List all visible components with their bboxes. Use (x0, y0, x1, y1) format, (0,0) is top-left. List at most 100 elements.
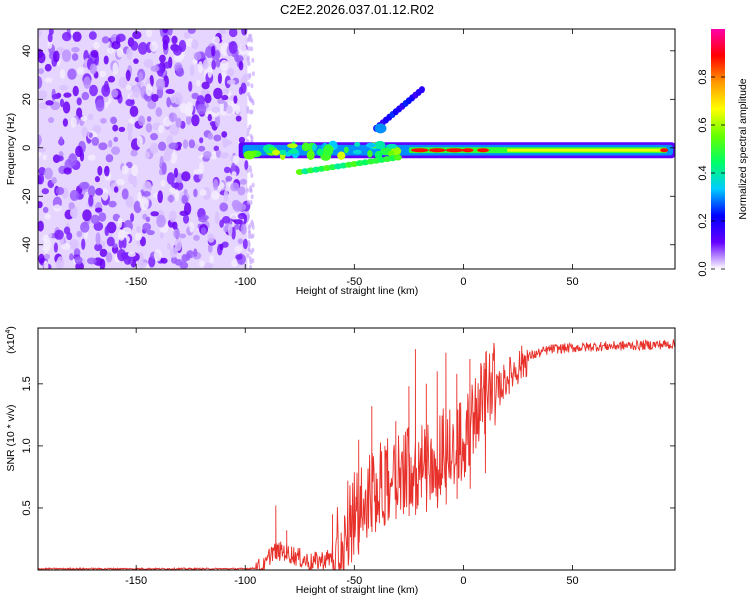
noise-blob (211, 106, 221, 113)
noise-blob (227, 67, 235, 77)
noise-blob (197, 61, 203, 74)
noise-blob (247, 91, 251, 97)
noise-blob (207, 113, 213, 122)
noise-blob (165, 88, 175, 95)
noise-blob (159, 54, 166, 63)
noise-blob (179, 233, 187, 239)
noise-blob (173, 167, 179, 178)
noise-blob (162, 29, 169, 34)
noise-blob (222, 139, 233, 146)
noise-blob (246, 131, 250, 137)
noise-blob (87, 154, 96, 161)
noise-blob (158, 141, 167, 152)
noise-blob (47, 232, 53, 239)
noise-blob (72, 31, 82, 42)
noise-blob (169, 247, 178, 258)
noise-blob (117, 249, 127, 262)
noise-blob (132, 175, 138, 189)
noise-blob (150, 133, 159, 141)
noise-blob (187, 29, 196, 34)
noise-blob (174, 259, 183, 266)
noise-blob (98, 212, 107, 222)
noise-blob (42, 154, 47, 161)
noise-blob (251, 71, 255, 77)
spectrogram-x-ticks: -150 -100 -50 0 50 (125, 29, 579, 288)
noise-blob (138, 42, 148, 55)
noise-blob (153, 249, 162, 262)
chart-title: C2E2.2026.037.01.12.R02 (280, 2, 434, 17)
noise-blob (51, 177, 57, 184)
noise-blob (197, 145, 206, 152)
colorbar-tick-label: 0.2 (697, 213, 709, 228)
noise-blob (87, 185, 96, 198)
noise-blob (38, 146, 47, 153)
noise-blob (248, 165, 252, 171)
noise-blob (41, 188, 50, 195)
noise-blob (83, 76, 91, 89)
noise-blob (209, 120, 215, 127)
snr-y-ticks: 0.5 1.0 1.5 (21, 376, 675, 516)
noise-blob (62, 118, 69, 127)
noise-blob (38, 201, 43, 209)
spectrogram-plot: -150 -100 -50 0 50 -40 -20 0 20 40 Height of str… (5, 28, 676, 297)
band-blob (323, 144, 334, 157)
noise-blob (235, 115, 242, 122)
noise-blob (76, 97, 82, 106)
noise-blob (239, 178, 247, 185)
noise-blob (219, 219, 224, 228)
noise-blob (221, 94, 229, 101)
main-band-ridge (507, 148, 663, 152)
noise-blob (38, 90, 48, 100)
noise-blob (121, 165, 129, 175)
noise-blob (201, 81, 210, 90)
noise-blob (145, 83, 153, 97)
noise-blob (86, 257, 97, 265)
noise-blob (160, 179, 166, 187)
noise-blob (193, 234, 200, 241)
noise-blob (219, 202, 229, 212)
noise-blob (59, 98, 65, 108)
noise-blob (117, 229, 126, 241)
noise-blob (193, 51, 202, 61)
noise-blob (249, 259, 253, 265)
noise-blob (181, 171, 191, 182)
noise-blob (132, 85, 141, 98)
snr-frame (37, 327, 676, 571)
spectrogram-y-ticks: -40 -20 0 20 40 (21, 45, 675, 253)
noise-blob (116, 33, 126, 43)
noise-blob (118, 237, 124, 250)
noise-blob (234, 245, 243, 253)
noise-blob (81, 91, 90, 101)
noise-blob (44, 77, 53, 83)
noise-blob (146, 116, 152, 123)
noise-blob (196, 103, 207, 115)
noise-blob (176, 67, 185, 77)
noise-blob (249, 185, 253, 191)
noise-blob (111, 88, 119, 98)
noise-blob (167, 29, 173, 36)
noise-blob (71, 53, 79, 61)
noise-blob (203, 151, 212, 159)
noise-blob (149, 142, 159, 154)
spectrogram-x-tick-label: -50 (346, 276, 362, 288)
noise-blob (38, 220, 44, 232)
band-hotspot (477, 148, 490, 153)
noise-blob (130, 212, 135, 222)
noise-blob (246, 57, 250, 63)
noise-blob (108, 200, 117, 208)
noise-blob (137, 191, 142, 203)
noise-blob (249, 264, 253, 269)
noise-blob (250, 46, 254, 52)
noise-blob (38, 166, 46, 176)
noise-blob (237, 213, 247, 220)
noise-blob (191, 92, 199, 100)
noise-blob (130, 40, 139, 51)
noise-blob (44, 213, 51, 220)
noise-blob (66, 232, 73, 241)
noise-blob (217, 98, 225, 105)
noise-blob (156, 214, 166, 228)
snr-plot: -150 -100 -50 0 50 0.5 1.0 1.5 Height of strai… (5, 326, 676, 596)
noise-blob (223, 166, 231, 174)
noise-blob (69, 239, 79, 250)
noise-blob (69, 253, 74, 261)
